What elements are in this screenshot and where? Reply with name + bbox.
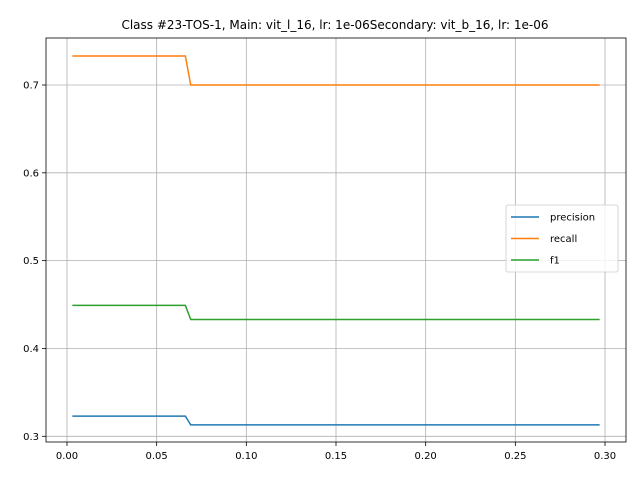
legend-label-recall: recall	[550, 234, 577, 245]
legend-label-f1: f1	[550, 256, 560, 267]
y-tick-label-2: 0.5	[23, 256, 39, 267]
y-tick-label-3: 0.6	[23, 168, 39, 179]
y-tick-label-1: 0.4	[23, 344, 39, 355]
axes: 0.00 0.05 0.10 0.15 0.20 0.25 0.30 0.3 0.4 0.5 0.6…	[23, 37, 627, 462]
chart-title: Class #23-TOS-1, Main: vit_l_16, lr: 1e-…	[121, 18, 548, 32]
y-tick-label-4: 0.7	[23, 80, 39, 91]
series-line-recall	[72, 55, 600, 86]
x-tick-label-5: 0.25	[504, 451, 526, 462]
x-tick-label-0: 0.00	[56, 451, 78, 462]
series-line-f1	[72, 304, 600, 321]
x-tick-label-1: 0.05	[146, 451, 168, 462]
x-tick-label-6: 0.30	[594, 451, 616, 462]
series-lines	[72, 55, 600, 426]
x-tick-label-2: 0.10	[235, 451, 257, 462]
legend-label-precision: precision	[550, 213, 595, 224]
series-line-precision	[72, 415, 600, 426]
legend-box	[505, 204, 619, 273]
x-tick-label-3: 0.15	[325, 451, 347, 462]
legend: precision recall f1	[505, 204, 619, 273]
x-tick-label-4: 0.20	[415, 451, 437, 462]
y-tick-label-0: 0.3	[23, 432, 39, 443]
